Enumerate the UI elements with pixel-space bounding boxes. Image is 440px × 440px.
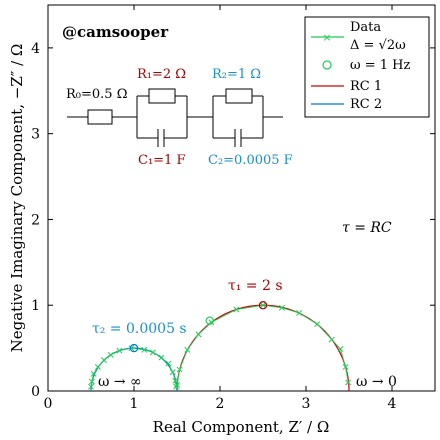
legend-box <box>304 16 430 118</box>
tau-rc-label: τ = RC <box>342 220 392 236</box>
legend-label-omega: ω = 1 Hz <box>350 58 410 73</box>
data-point-marker <box>88 383 94 390</box>
data-point-marker <box>342 364 349 370</box>
legend-label-data: Data <box>350 20 381 35</box>
data-point-marker <box>165 360 172 367</box>
omega-1hz-marker <box>205 316 214 325</box>
legend-label-rc1: RC 1 <box>350 79 382 94</box>
legend-label-data-delta: Δ = √2ω <box>350 38 406 53</box>
data-point-marker <box>328 336 335 343</box>
data-point-marker <box>345 379 352 386</box>
data-point-marker <box>141 346 148 353</box>
tau2-peak-marker <box>129 343 139 353</box>
circuit-diagram <box>67 88 283 147</box>
series-rc-1-arc <box>176 304 350 392</box>
curves <box>88 301 352 392</box>
data-point-marker <box>195 331 202 338</box>
y-ticks: 0 1 2 3 4 <box>31 41 435 400</box>
tau1-peak-marker <box>258 301 268 310</box>
data-point-marker <box>100 357 107 364</box>
data-point-marker <box>169 369 176 376</box>
x-tick-label: 0 <box>44 396 53 412</box>
data-point-marker <box>88 378 95 385</box>
circuit-c2-label: C₂=0.0005 F <box>208 153 293 168</box>
x-tick-label: 1 <box>130 396 139 412</box>
legend-swatch-data-marker: × <box>322 31 331 44</box>
x-tick-label: 3 <box>302 396 311 412</box>
resistor-r1 <box>148 88 176 104</box>
data-point-marker <box>158 354 165 361</box>
data-point-marker <box>260 302 266 309</box>
tau2-label: τ₂ = 0.0005 s <box>92 321 187 337</box>
data-point-marker <box>90 370 97 377</box>
y-tick-label: 0 <box>31 384 40 400</box>
omega-inf-label: ω → ∞ <box>98 374 142 390</box>
x-ticks: 0 1 2 3 4 <box>44 5 397 412</box>
data-point-marker <box>233 306 240 313</box>
plot-frame <box>47 4 436 392</box>
data-point-marker <box>337 346 344 352</box>
circuit-c1-label: C₁=1 F <box>138 153 185 168</box>
tau1-label: τ₁ = 2 s <box>228 278 283 294</box>
data-point-marker <box>278 304 285 311</box>
resistor-r2 <box>225 88 253 104</box>
y-tick-label: 4 <box>31 41 40 57</box>
data-point-marker <box>174 382 180 388</box>
x-tick-label: 2 <box>216 396 225 412</box>
y-tick-label: 3 <box>31 127 40 143</box>
y-tick-label: 2 <box>31 212 40 228</box>
data-point-marker <box>184 346 191 353</box>
y-tick-label: 1 <box>31 298 40 314</box>
data-point-marker <box>128 345 135 352</box>
legend: × Data Δ = √2ω ω = 1 Hz RC 1 RC 2 <box>304 16 430 118</box>
data-point-marker <box>116 347 123 354</box>
omega-zero-label: ω → 0 <box>356 374 397 390</box>
circuit-r2-label: R₂=1 Ω <box>212 67 261 82</box>
x-axis-label: Real Component, Z′ / Ω <box>153 418 330 436</box>
data-point-marker <box>107 352 114 358</box>
legend-label-rc2: RC 2 <box>350 97 382 112</box>
resistor-r0 <box>87 109 113 125</box>
data-point-marker <box>172 377 179 384</box>
data-point-marker <box>94 364 101 370</box>
data-point-marker <box>296 309 303 316</box>
legend-swatch-omega <box>322 60 332 70</box>
data-point-marker <box>314 321 321 328</box>
data-point-marker <box>149 349 156 356</box>
circuit-r0-label: R₀=0.5 Ω <box>66 87 127 102</box>
y-axis-label: Negative Imaginary Component, −Z″ / Ω <box>8 44 26 353</box>
watermark: @camsooper <box>62 23 169 41</box>
circuit-r1-label: R₁=2 Ω <box>137 67 186 82</box>
data-point-marker <box>176 366 183 373</box>
data-point-marker <box>173 383 180 390</box>
x-tick-label: 4 <box>388 396 397 412</box>
